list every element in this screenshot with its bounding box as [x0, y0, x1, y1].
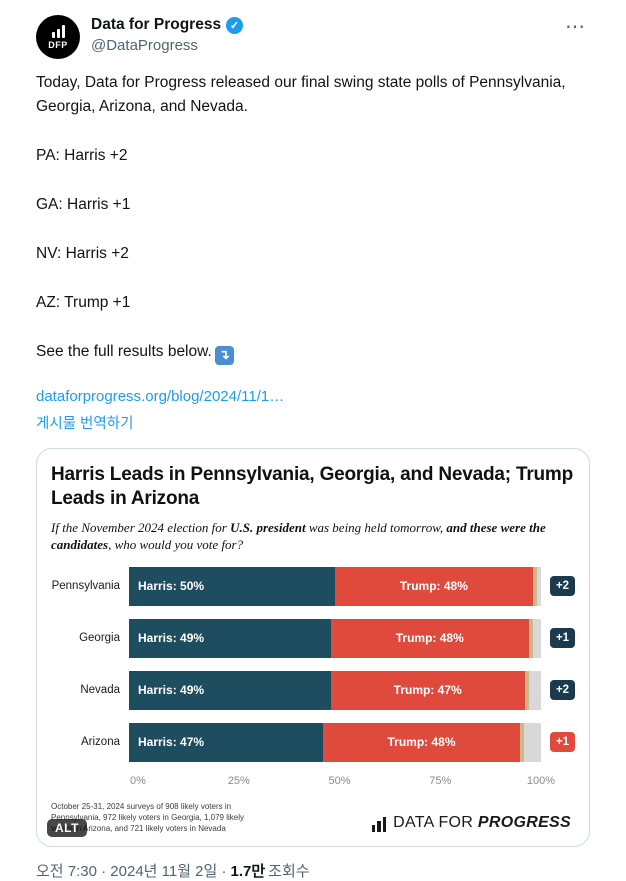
- bar-value-label: Trump: 48%: [395, 631, 464, 645]
- tweet-text-az: AZ: Trump +1: [36, 294, 131, 311]
- bar-value-label: Harris: 47%: [138, 735, 205, 749]
- margin-badge: +2: [550, 680, 575, 700]
- author-handle[interactable]: @DataProgress: [91, 37, 198, 54]
- more-menu-button[interactable]: ⋯: [565, 16, 586, 38]
- undecided-bar-segment: [536, 566, 541, 606]
- chart-subtitle: If the November 2024 election for U.S. p…: [51, 519, 575, 553]
- chart-row-arizona: Arizona Harris: 47% Trump: 48% +1: [51, 722, 575, 762]
- tweet-text-ga: GA: Harris +1: [36, 196, 131, 213]
- tweet-text-pa: PA: Harris +2: [36, 147, 128, 164]
- undecided-bar-segment: [524, 722, 541, 762]
- margin-badge: +1: [550, 732, 575, 752]
- third-party-bar-segment: [532, 566, 537, 606]
- bar-value-label: Trump: 48%: [387, 735, 456, 749]
- tweet-body: Today, Data for Progress released our fi…: [36, 71, 590, 448]
- views-label: 조회수: [268, 862, 310, 880]
- bar-value-label: Trump: 48%: [399, 579, 468, 593]
- brand-wordmark: DATA FOR PROGRESS: [393, 814, 571, 832]
- undecided-bar-segment: [532, 618, 541, 658]
- chart-footnote: October 25-31, 2024 surveys of 908 likel…: [51, 801, 244, 834]
- tweet-timestamp: 오전 7:30 · 2024년 11월 2일 · 1.7만 조회수: [36, 860, 590, 881]
- avatar[interactable]: DFP: [36, 15, 80, 59]
- state-label: Arizona: [81, 736, 120, 748]
- third-party-bar-segment: [520, 722, 525, 762]
- harris-bar-segment: Harris: 49%: [129, 618, 331, 658]
- chart-footer: October 25-31, 2024 surveys of 908 likel…: [51, 801, 575, 834]
- bar-track: Harris: 49% Trump: 47%: [129, 670, 541, 710]
- axis-tick: 75%: [429, 774, 452, 787]
- margin-badge: +2: [550, 576, 575, 596]
- display-name: Data for Progress: [91, 16, 222, 33]
- state-label: Nevada: [80, 684, 120, 696]
- axis-tick: 0%: [130, 774, 146, 787]
- bar-value-label: Harris: 50%: [138, 579, 205, 593]
- dfp-brand-logo: DATA FOR PROGRESS: [371, 814, 575, 834]
- chart-x-axis: 0% 25% 50% 75% 100%: [130, 774, 555, 789]
- harris-bar-segment: Harris: 47%: [129, 722, 323, 762]
- arrow-curving-down-emoji-icon: ↴: [214, 345, 234, 365]
- chart-rows: Pennsylvania Harris: 50% Trump: 48% +2 Georg…: [51, 566, 575, 762]
- bar-track: Harris: 50% Trump: 48%: [129, 566, 541, 606]
- bar-track: Harris: 49% Trump: 48%: [129, 618, 541, 658]
- bar-track: Harris: 47% Trump: 48%: [129, 722, 541, 762]
- chart-subtitle-segment: was being held tomorrow,: [305, 519, 447, 535]
- alt-text-badge[interactable]: ALT: [47, 818, 87, 837]
- author-name-row[interactable]: Data for Progress ✓: [91, 16, 244, 34]
- footnote-line: Pennsylvania, 972 likely voters in Georg…: [51, 812, 244, 822]
- verified-badge-icon: ✓: [226, 16, 244, 34]
- tweet-text-see-more: See the full results below. ↴: [36, 340, 590, 365]
- media-chart-card[interactable]: Harris Leads in Pennsylvania, Georgia, a…: [36, 447, 590, 847]
- trump-bar-segment: Trump: 48%: [322, 722, 521, 762]
- axis-tick: 50%: [328, 774, 351, 787]
- views-count: 1.7만: [230, 862, 266, 880]
- undecided-bar-segment: [528, 670, 541, 710]
- chart-title: Harris Leads in Pennsylvania, Georgia, a…: [51, 463, 574, 509]
- margin-badge: +1: [550, 628, 575, 648]
- chart-row-nevada: Nevada Harris: 49% Trump: 47% +2: [51, 670, 575, 710]
- chart-subtitle-segment: U.S. president: [230, 519, 306, 535]
- brand-prefix: DATA FOR: [393, 813, 474, 831]
- brand-suffix: PROGRESS: [477, 813, 571, 831]
- axis-tick: 100%: [526, 774, 556, 787]
- bar-chart-brand-icon: [371, 816, 387, 832]
- chart-subtitle-segment: , who would you vote for?: [108, 536, 244, 552]
- trump-bar-segment: Trump: 48%: [335, 566, 533, 606]
- time-date-text: 오전 7:30 · 2024년 11월 2일 ·: [36, 862, 227, 880]
- third-party-bar-segment: [524, 670, 529, 710]
- state-label: Pennsylvania: [51, 580, 120, 592]
- bar-value-label: Harris: 49%: [138, 683, 205, 697]
- blog-link[interactable]: dataforprogress.org/blog/2024/11/1…: [36, 387, 285, 405]
- axis-tick: 25%: [227, 774, 250, 787]
- bar-value-label: Harris: 49%: [138, 631, 205, 645]
- footnote-line: October 25-31, 2024 surveys of 908 likel…: [51, 801, 232, 811]
- chart-subtitle-segment: If the November 2024 election for: [51, 519, 231, 535]
- harris-bar-segment: Harris: 50%: [129, 566, 335, 606]
- bar-chart-logo-icon: [51, 24, 65, 38]
- trump-bar-segment: Trump: 47%: [330, 670, 525, 710]
- author-names: Data for Progress ✓ @DataProgress: [91, 15, 244, 54]
- avatar-label: DFP: [48, 39, 68, 50]
- chart-row-pennsylvania: Pennsylvania Harris: 50% Trump: 48% +2: [51, 566, 575, 606]
- harris-bar-segment: Harris: 49%: [129, 670, 331, 710]
- chart-row-georgia: Georgia Harris: 49% Trump: 48% +1: [51, 618, 575, 658]
- see-more-text: See the full results below.: [36, 343, 212, 360]
- chart-subtitle-segment: and these were the candidates: [51, 519, 546, 552]
- tweet-header: DFP Data for Progress ✓ @DataProgress ⋯: [36, 15, 590, 59]
- bar-value-label: Trump: 47%: [393, 683, 462, 697]
- tweet-text-intro: Today, Data for Progress released our fi…: [36, 74, 566, 115]
- tweet-text-nv: NV: Harris +2: [36, 245, 129, 262]
- footnote-line: voters in Arizona, and 721 likely voters…: [51, 823, 226, 833]
- trump-bar-segment: Trump: 48%: [330, 618, 529, 658]
- translate-post-link[interactable]: 게시물 번역하기: [36, 415, 134, 432]
- third-party-bar-segment: [528, 618, 533, 658]
- state-label: Georgia: [79, 632, 120, 644]
